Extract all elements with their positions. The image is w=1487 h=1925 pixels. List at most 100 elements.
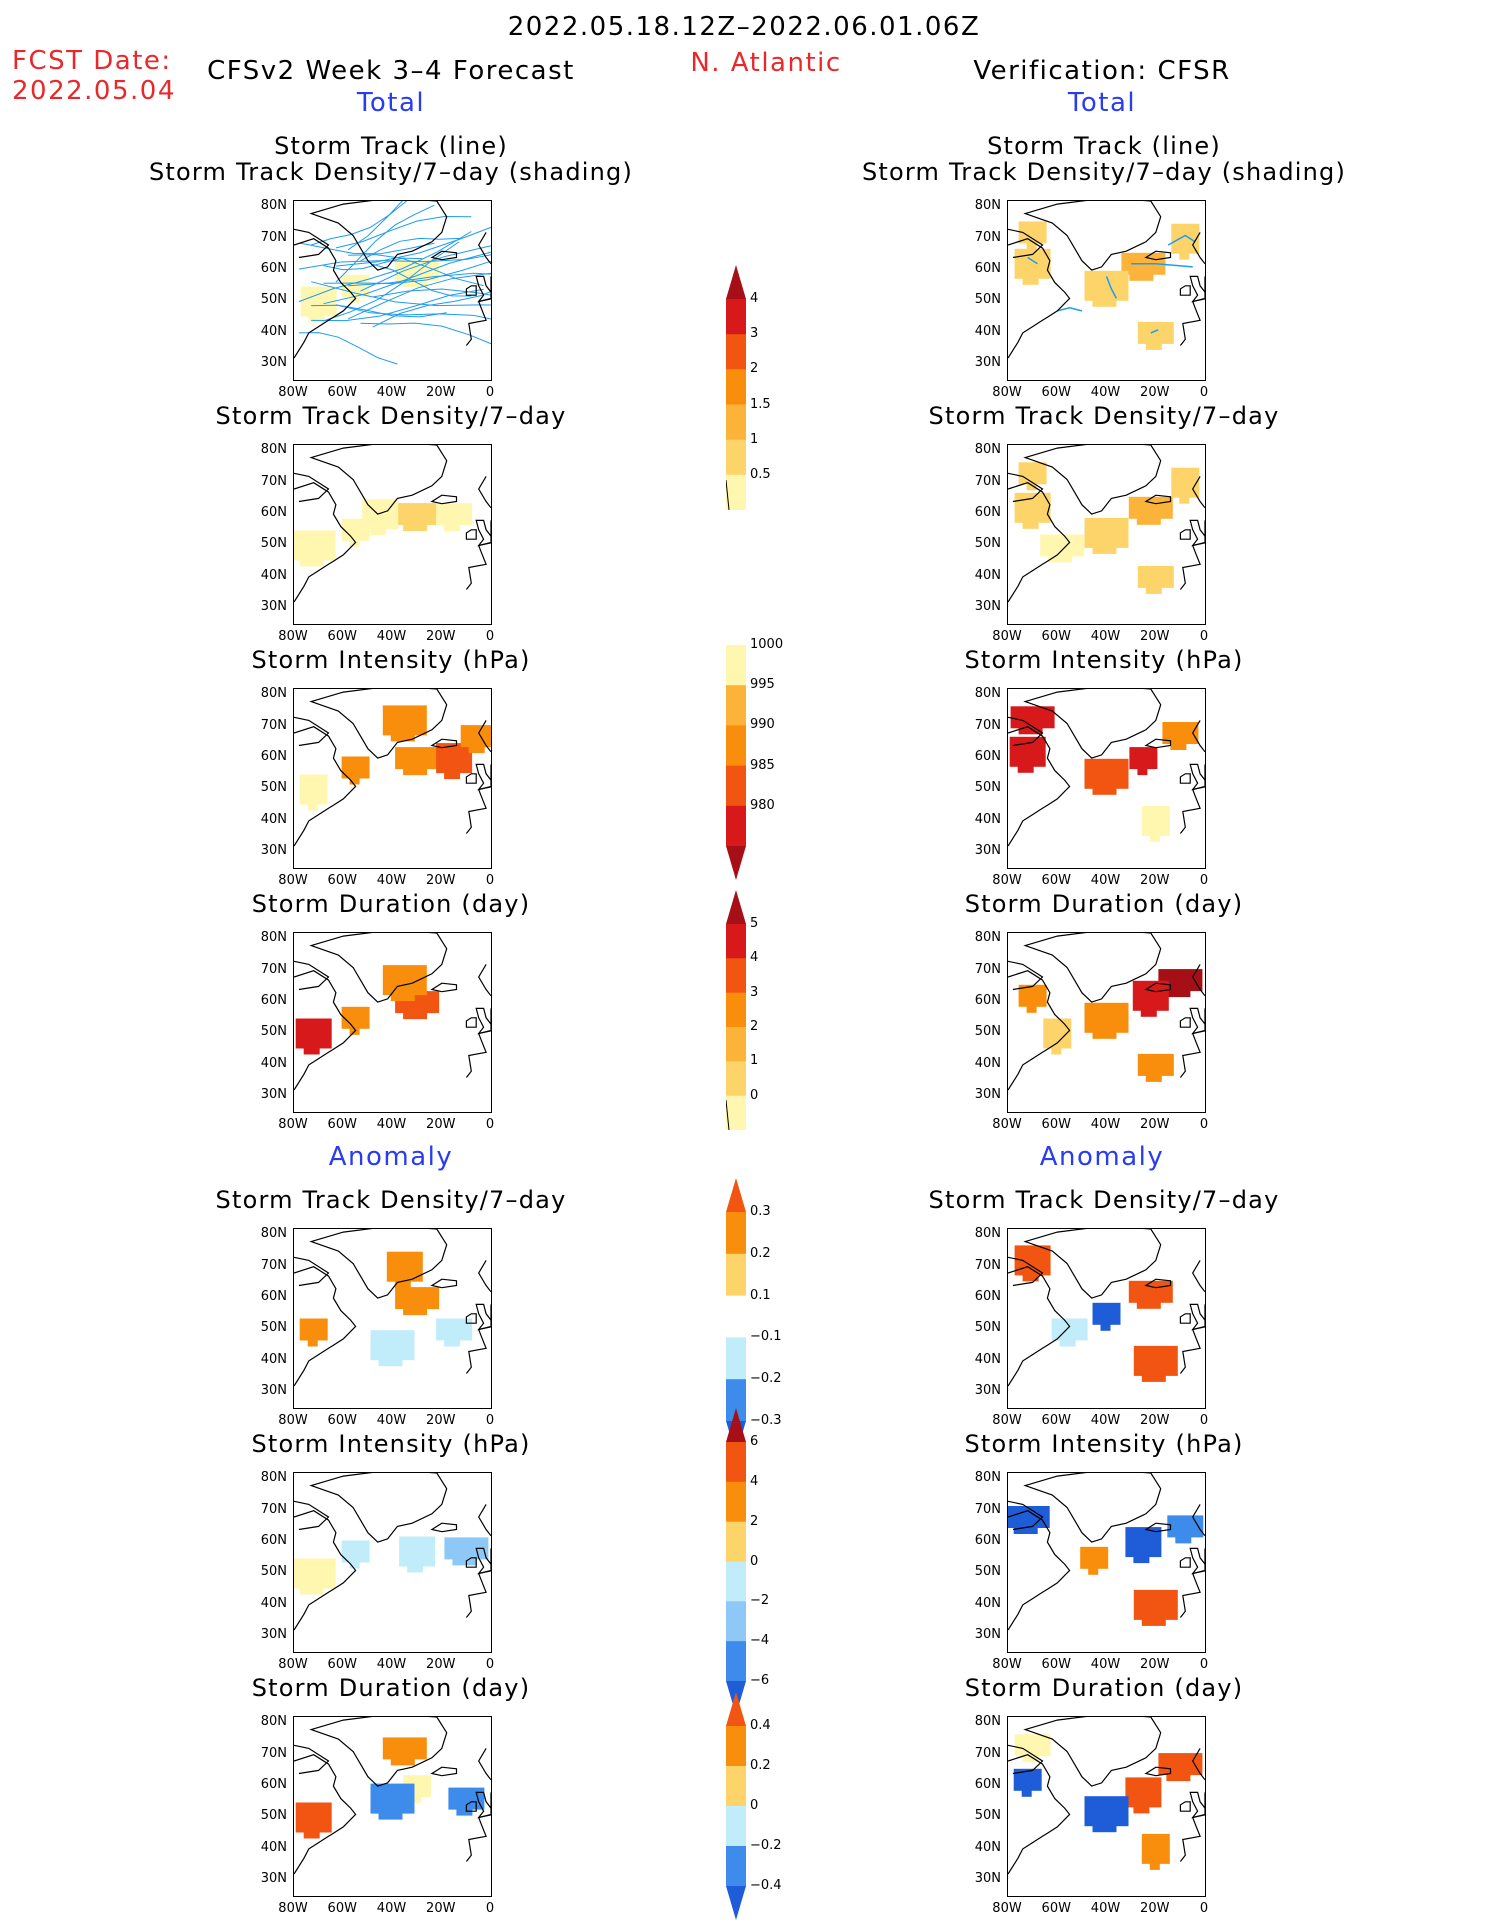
coastline <box>1008 472 1044 503</box>
coastline <box>430 982 458 993</box>
coastline <box>294 472 330 503</box>
coastline <box>1144 494 1172 505</box>
colorbar-segment <box>726 1253 746 1297</box>
y-tick-label: 50N <box>260 1564 287 1580</box>
colorbar-label: 2 <box>750 1513 759 1529</box>
y-tick-label: 70N <box>260 1501 287 1517</box>
x-tick-label: 20W <box>426 1117 456 1132</box>
y-tick-label: 40N <box>974 1595 1001 1611</box>
colorbar-6 <box>726 1692 748 1924</box>
y-tick-label: 70N <box>260 961 287 977</box>
y-tick-label: 40N <box>260 1351 287 1367</box>
coastline <box>309 1717 448 1787</box>
colorbar-segment <box>726 404 746 441</box>
shade-cell <box>1084 517 1129 548</box>
map-svg <box>294 445 491 603</box>
y-tick-label: 30N <box>260 843 287 859</box>
shade-cell <box>395 747 440 770</box>
coastline <box>1008 1500 1044 1531</box>
shade-cell <box>1026 1004 1037 1013</box>
colorbar-label: −6 <box>750 1673 770 1688</box>
x-tick-label: 80W <box>278 1413 308 1428</box>
y-tick-label: 60N <box>974 1533 1001 1549</box>
colorbar-label: 0.2 <box>750 1758 771 1773</box>
y-tick-label: 50N <box>260 1808 287 1824</box>
shade-cell <box>395 259 440 282</box>
x-tick-label: 80W <box>992 1413 1022 1428</box>
map-panel-verification-anomaly-duration <box>1007 1716 1206 1897</box>
shade-cell <box>460 725 491 748</box>
coastline <box>430 1766 458 1777</box>
colorbar-segment <box>726 1561 746 1602</box>
shade-cell <box>382 705 427 736</box>
shade-cell <box>444 771 461 780</box>
colorbar-segment <box>726 958 746 994</box>
shade-cell <box>1018 462 1047 485</box>
shade-cell <box>1022 520 1039 529</box>
colorbar-3 <box>725 890 748 1134</box>
total-label-right: Total <box>1067 88 1137 118</box>
date-range-title: 2022.05.18.12Z–2022.06.01.06Z <box>507 12 981 42</box>
coastline <box>1189 1007 1205 1035</box>
y-tick-label: 40N <box>974 1055 1001 1071</box>
shade-cell <box>399 1536 436 1567</box>
shade-cell <box>303 1830 320 1839</box>
y-tick-label: 70N <box>974 473 1001 489</box>
colorbar-segment <box>726 265 746 299</box>
map-panel-forecast-total-intensity <box>293 688 492 869</box>
coastline <box>430 1278 458 1289</box>
shade-cell <box>1026 482 1037 491</box>
y-tick-label: 70N <box>260 717 287 733</box>
x-tick-label: 80W <box>992 385 1022 400</box>
panel-title-track-line-right: Storm Track (line) <box>987 132 1221 160</box>
colorbar-segment <box>726 1027 746 1062</box>
storm-track-line <box>298 332 398 365</box>
x-tick-label: 80W <box>278 1117 308 1132</box>
coastline <box>1179 1017 1191 1028</box>
shade-cell <box>1137 565 1174 588</box>
x-tick-label: 60W <box>327 1117 357 1132</box>
shade-cell <box>444 1338 461 1347</box>
coastline <box>1023 201 1162 271</box>
colorbar-label: 1000 <box>750 637 784 652</box>
x-tick-label: 80W <box>992 1117 1022 1132</box>
x-tick-label: 0 <box>1199 1901 1209 1916</box>
shade-cell <box>1021 1788 1032 1797</box>
colorbar-label: 1 <box>750 1053 759 1069</box>
colorbar-label: 4 <box>750 1473 759 1489</box>
panel-title-anom-density-right: Storm Track Density/7–day <box>928 1186 1280 1214</box>
colorbar-4 <box>726 1178 748 1459</box>
map-svg <box>1008 933 1205 1091</box>
coastline <box>478 1260 491 1293</box>
y-tick-label: 50N <box>974 1024 1001 1040</box>
x-tick-label: 0 <box>1199 873 1209 888</box>
y-tick-label: 40N <box>974 567 1001 583</box>
coastline <box>1008 726 1071 847</box>
y-tick-label: 50N <box>974 780 1001 796</box>
storm-track-line <box>1105 276 1118 299</box>
coastline <box>475 763 491 791</box>
y-tick-label: 40N <box>974 323 1001 339</box>
shade-cell <box>1010 706 1055 729</box>
shade-cell <box>407 1564 424 1573</box>
coastline <box>294 1256 330 1287</box>
x-tick-label: 20W <box>426 629 456 644</box>
coastline <box>1189 763 1205 791</box>
coastline <box>1179 1313 1191 1324</box>
shade-cell <box>1022 1754 1039 1763</box>
shade-cell <box>1018 221 1047 244</box>
storm-track-line <box>347 201 403 251</box>
x-tick-label: 40W <box>1090 629 1121 644</box>
x-tick-label: 80W <box>278 1657 308 1672</box>
shade-cell <box>1141 805 1170 836</box>
coastline <box>309 689 448 759</box>
shade-cell <box>444 523 461 532</box>
x-tick-label: 60W <box>327 873 357 888</box>
map-svg <box>1008 201 1205 359</box>
y-tick-label: 40N <box>260 811 287 827</box>
panel-title-density-left: Storm Track Density/7–day <box>215 402 567 430</box>
y-tick-label: 60N <box>260 261 287 277</box>
map-svg <box>1008 1229 1205 1387</box>
colorbar-label: −0.1 <box>750 1329 782 1345</box>
shade-cell <box>1140 1008 1157 1017</box>
